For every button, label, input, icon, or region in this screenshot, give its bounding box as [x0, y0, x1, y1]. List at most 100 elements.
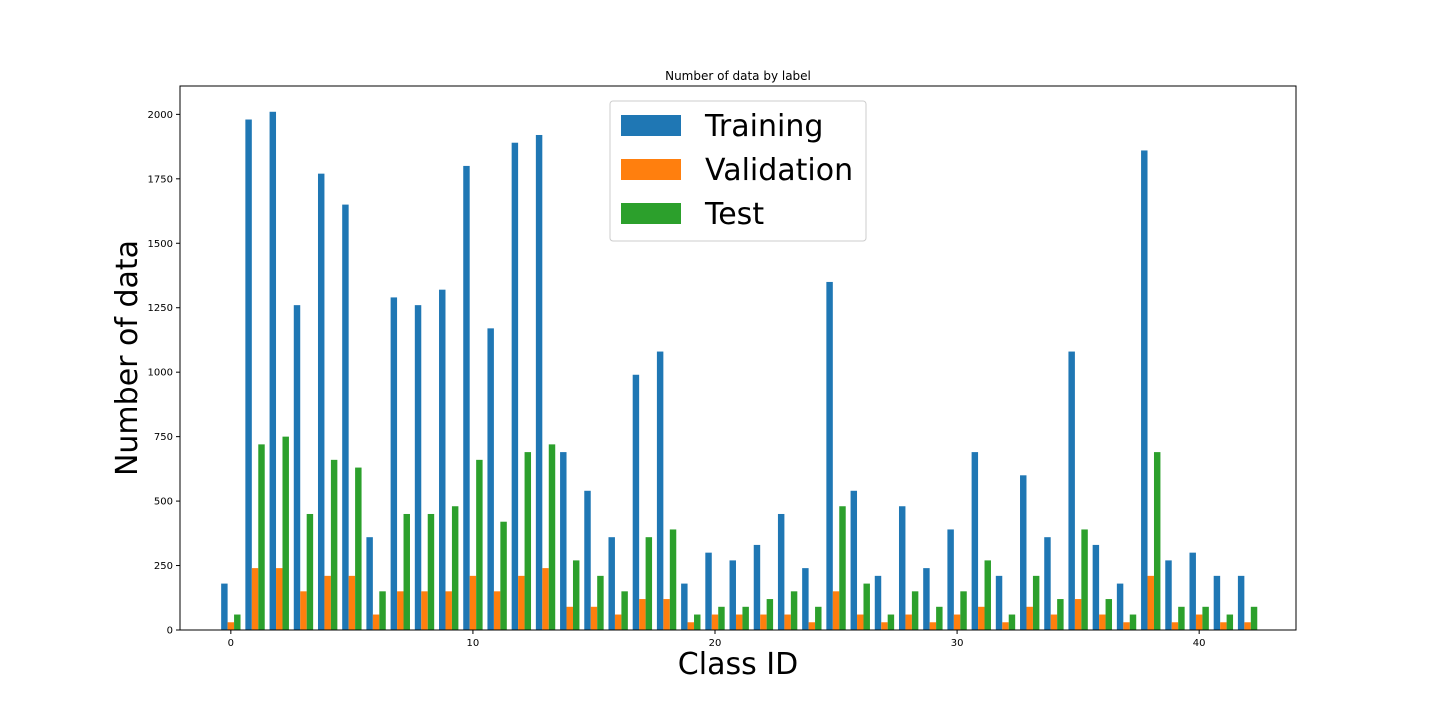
- bar-validation-class-34: [1050, 614, 1058, 630]
- bar-test-class-15: [597, 575, 604, 630]
- bar-validation-class-24: [808, 622, 816, 630]
- bar-test-class-8: [427, 513, 435, 630]
- x-axis-ticks: 0 10 20 30 40: [228, 630, 1206, 649]
- bars-layer: [221, 111, 1258, 631]
- bar-training-class-25: [826, 281, 833, 630]
- bar-training-class-6: [366, 537, 373, 630]
- bar-validation-class-1: [251, 568, 259, 630]
- bar-training-class-3: [293, 305, 301, 630]
- bar-training-class-27: [874, 575, 882, 630]
- bar-test-class-23: [790, 591, 798, 630]
- y-axis-ticks: 0 250 500 750 1000 1250 1500 1750 2000: [148, 110, 180, 637]
- bar-validation-class-9: [445, 591, 452, 630]
- bar-validation-class-38: [1147, 575, 1154, 630]
- bar-test-class-10: [476, 459, 483, 630]
- bar-validation-class-3: [300, 591, 307, 630]
- bar-test-class-42: [1250, 606, 1258, 630]
- bar-test-class-1: [258, 444, 265, 630]
- bar-validation-class-27: [881, 622, 888, 630]
- x-tick-label: 10: [467, 638, 480, 649]
- bar-training-class-37: [1116, 583, 1124, 630]
- bar-validation-class-36: [1099, 614, 1106, 630]
- legend-swatch-training: [621, 115, 681, 136]
- bar-test-class-38: [1153, 452, 1161, 630]
- bar-validation-class-21: [735, 614, 743, 630]
- bar-training-class-19: [681, 583, 688, 630]
- bar-test-class-4: [330, 459, 338, 630]
- bar-validation-class-10: [469, 575, 477, 630]
- bar-test-class-36: [1105, 599, 1113, 630]
- bar-training-class-34: [1044, 537, 1051, 630]
- y-tick-label: 1500: [148, 239, 173, 250]
- bar-validation-class-31: [978, 606, 985, 630]
- bar-test-class-6: [379, 591, 386, 630]
- bar-validation-class-0: [227, 622, 235, 630]
- x-tick-label: 40: [1193, 638, 1206, 649]
- bar-training-class-33: [1020, 475, 1027, 630]
- y-tick-label: 1750: [148, 174, 173, 185]
- bar-validation-class-25: [832, 591, 840, 630]
- bar-validation-class-41: [1220, 622, 1227, 630]
- bar-validation-class-23: [784, 614, 791, 630]
- legend: Training Validation Test: [609, 100, 867, 242]
- bar-validation-class-29: [929, 622, 937, 630]
- bar-training-class-41: [1213, 575, 1221, 630]
- bar-validation-class-11: [493, 591, 501, 630]
- bar-training-class-30: [947, 529, 954, 630]
- bar-validation-class-22: [760, 614, 767, 630]
- bar-test-class-14: [572, 560, 580, 630]
- bar-training-class-16: [608, 537, 615, 630]
- bar-validation-class-28: [905, 614, 912, 630]
- bar-validation-class-15: [590, 606, 598, 630]
- y-tick-label: 1250: [148, 303, 173, 314]
- y-tick-label: 0: [167, 626, 173, 637]
- bar-test-class-26: [863, 583, 870, 630]
- bar-test-class-9: [451, 506, 459, 630]
- legend-label-validation: Validation: [705, 153, 853, 188]
- y-tick-label: 500: [154, 497, 173, 508]
- bar-validation-class-16: [614, 614, 622, 630]
- bar-test-class-3: [306, 513, 314, 630]
- bar-test-class-28: [911, 591, 919, 630]
- bar-validation-class-33: [1026, 606, 1033, 630]
- bar-training-class-0: [221, 583, 228, 630]
- bar-test-class-32: [1008, 614, 1016, 630]
- bar-training-class-2: [269, 111, 277, 631]
- bar-validation-class-6: [372, 614, 380, 630]
- bar-test-class-39: [1178, 606, 1185, 630]
- bar-validation-class-37: [1123, 622, 1130, 630]
- bar-test-class-21: [742, 606, 749, 630]
- y-tick-label: 250: [154, 561, 173, 572]
- bar-training-class-39: [1165, 560, 1172, 630]
- legend-label-training: Training: [704, 109, 823, 144]
- bar-training-class-8: [414, 305, 422, 630]
- bar-test-class-22: [766, 599, 774, 630]
- legend-swatch-validation: [621, 159, 681, 180]
- x-tick-label: 30: [951, 638, 964, 649]
- bar-training-class-4: [317, 173, 325, 631]
- bar-validation-class-18: [663, 599, 670, 630]
- x-tick-label: 0: [228, 638, 234, 649]
- bar-validation-class-30: [953, 614, 961, 630]
- bar-training-class-14: [560, 452, 567, 630]
- bar-test-class-34: [1057, 599, 1064, 630]
- bar-training-class-32: [995, 575, 1003, 630]
- bar-test-class-30: [960, 591, 967, 630]
- bar-validation-class-12: [518, 575, 525, 630]
- bar-test-class-33: [1032, 575, 1040, 630]
- bar-training-class-24: [802, 568, 809, 630]
- bar-test-class-29: [936, 606, 943, 630]
- bar-test-class-37: [1129, 614, 1137, 630]
- bar-training-class-10: [463, 165, 470, 630]
- bar-test-class-20: [718, 606, 725, 630]
- bar-test-class-31: [984, 560, 991, 630]
- bar-test-class-16: [621, 591, 628, 630]
- bar-validation-class-32: [1002, 622, 1009, 630]
- bar-training-class-5: [342, 204, 349, 630]
- bar-test-class-35: [1081, 529, 1088, 630]
- bar-test-class-27: [887, 614, 895, 630]
- bar-validation-class-19: [687, 622, 695, 630]
- legend-swatch-test: [621, 203, 681, 224]
- bar-validation-class-7: [397, 591, 404, 630]
- bar-validation-class-26: [857, 614, 864, 630]
